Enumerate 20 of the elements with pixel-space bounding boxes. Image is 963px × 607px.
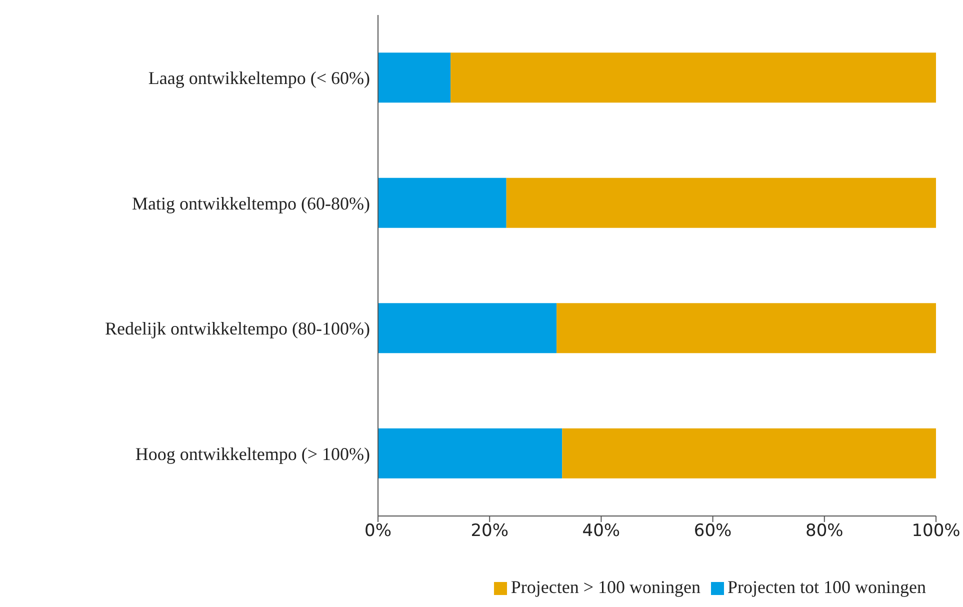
y-tick-label: Laag ontwikkeltempo (< 60%) — [148, 68, 370, 88]
x-tick-label: 0% — [364, 521, 392, 542]
bar — [450, 52, 936, 103]
y-tick-label: Hoog ontwikkeltempo (> 100%) — [135, 444, 370, 464]
legend-label: Projecten > 100 woningen — [510, 577, 701, 597]
bar — [378, 178, 506, 228]
bar — [562, 428, 936, 478]
bar — [506, 178, 936, 228]
bar — [378, 52, 451, 103]
x-tick-label: 100% — [912, 521, 960, 542]
bar — [378, 303, 557, 354]
x-tick-label: 20% — [470, 521, 508, 542]
y-tick-label: Matig ontwikkeltempo (60-80%) — [132, 193, 370, 214]
x-tick-label: 60% — [694, 521, 732, 542]
bar — [556, 303, 936, 354]
y-tick-label: Redelijk ontwikkeltempo (80-100%) — [105, 318, 370, 339]
x-tick-label: 40% — [582, 521, 620, 542]
legend-label: Projecten tot 100 woningen — [728, 577, 926, 597]
x-tick-label: 80% — [806, 521, 844, 542]
bar — [378, 428, 562, 478]
